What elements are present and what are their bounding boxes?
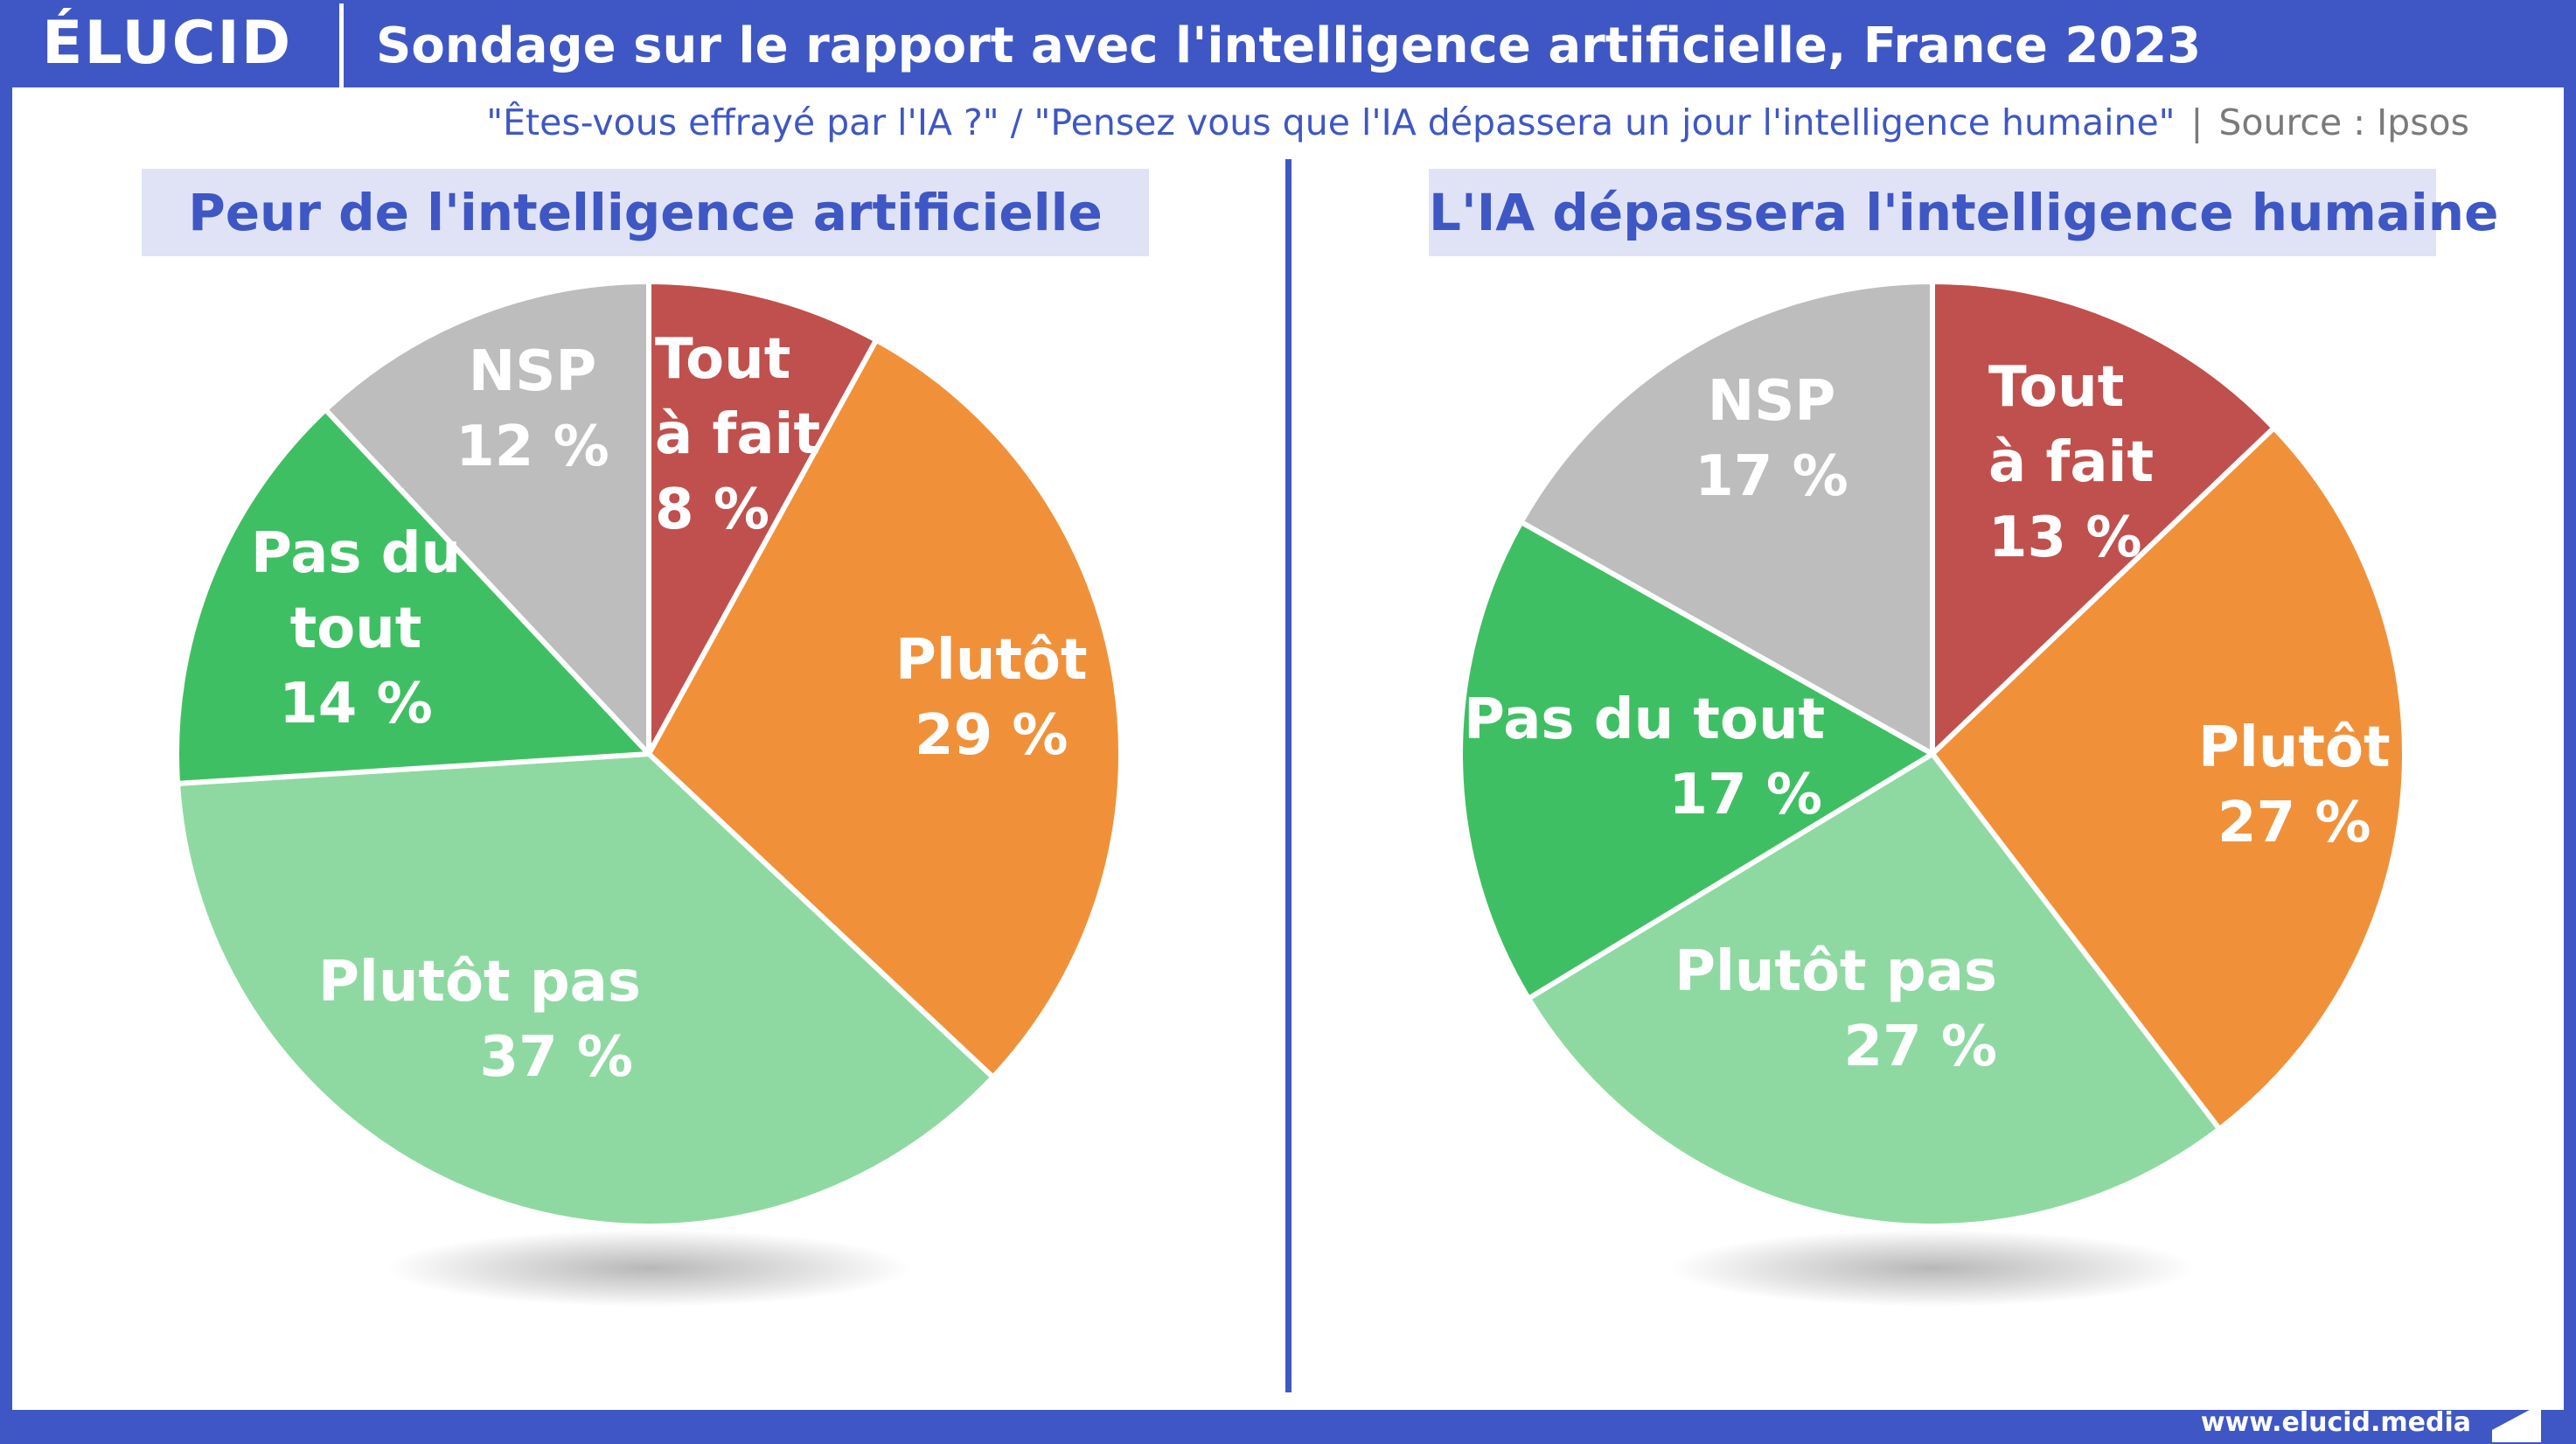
right-slice-nsp xyxy=(1518,279,1935,757)
footer-url[interactable]: www.elucid.media xyxy=(2200,1407,2471,1438)
left-slice-tout-a-fait xyxy=(646,279,880,757)
right-slice-plutot xyxy=(1930,425,2407,1132)
right-slice-tout-a-fait xyxy=(1930,279,2277,757)
left-label-plutot: Plutôt 29 % xyxy=(895,628,1088,768)
header-divider xyxy=(339,3,344,87)
subtitle-separator: | xyxy=(2190,101,2204,143)
chart-title-surpass: L'IA dépassera l'intelligence humaine xyxy=(1429,169,2498,256)
right-slice-plutot-pas xyxy=(1526,751,2223,1229)
center-divider xyxy=(1285,159,1291,1392)
source-label: Source : Ipsos xyxy=(2218,101,2469,143)
chart-title-fear: Peur de l'intelligence artificielle xyxy=(142,169,1149,256)
header-bar: ÉLUCID Sondage sur le rapport avec l'int… xyxy=(0,0,2576,87)
pie-charts-svg xyxy=(174,279,2407,1307)
elucid-logo: ÉLUCID xyxy=(42,9,293,78)
left-label-nsp: NSP 12 % xyxy=(456,339,609,479)
elucid-mark-icon xyxy=(2492,1404,2541,1442)
left-label-plutot-pas: Plutôt pas 37 % xyxy=(318,950,641,1090)
left-slice-plutot-pas xyxy=(175,751,996,1229)
left-label-tout-a-fait: Tout à fait 8 % xyxy=(655,327,821,542)
right-label-plutot: Plutôt 27 % xyxy=(2198,715,2391,855)
left-label-pas-du-tout: Pas du tout 14 % xyxy=(250,521,462,736)
left-pie-shadow xyxy=(386,1230,911,1307)
right-label-nsp: NSP 17 % xyxy=(1695,369,1848,509)
chart-panel: "Êtes-vous effrayé par l'IA ?" / "Pensez… xyxy=(12,87,2564,1410)
left-slice-pas-du-tout xyxy=(174,407,651,786)
right-label-tout-a-fait: Tout à fait 13 % xyxy=(1988,355,2155,570)
right-label-pas-du-tout: Pas du tout 17 % xyxy=(1464,687,1826,827)
page-title: Sondage sur le rapport avec l'intelligen… xyxy=(376,17,2202,74)
right-pie-shadow xyxy=(1670,1230,2195,1307)
right-label-plutot-pas: Plutôt pas 27 % xyxy=(1674,939,1997,1079)
left-slice-plutot xyxy=(646,337,1124,1080)
left-slice-nsp xyxy=(323,279,651,757)
right-slice-pas-du-tout xyxy=(1458,519,1935,1001)
subtitle: "Êtes-vous effrayé par l'IA ?" / "Pensez… xyxy=(486,98,2469,147)
survey-questions: "Êtes-vous effrayé par l'IA ?" / "Pensez… xyxy=(486,101,2176,143)
